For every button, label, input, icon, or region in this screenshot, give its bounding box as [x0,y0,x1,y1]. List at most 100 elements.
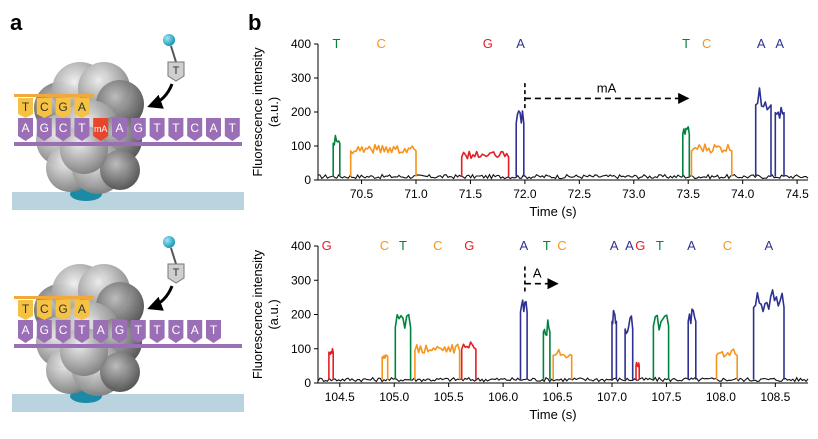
annotation-label: mA [597,80,617,95]
template-base-letter: C [59,323,68,337]
primer-base-letter: A [78,302,86,316]
y-axis-label: Fluorescence intensity [250,249,265,379]
x-tick-label: 73.0 [622,187,646,201]
pulse-C [414,343,461,380]
base-call-letter: G [464,238,474,253]
fluorophore-ball [163,34,175,46]
base-call-letter: G [483,36,493,51]
template-base-letter: A [115,121,123,135]
x-tick-label: 73.5 [677,187,701,201]
base-call-letter: A [519,238,528,253]
pulse-C [690,143,733,177]
base-call-letter: A [610,238,619,253]
primer-base-letter: C [40,302,49,316]
x-tick-label: 106.5 [543,390,573,404]
y-tick-label: 100 [291,342,311,356]
template-base-letter: C [190,121,199,135]
base-call-letter: A [687,238,696,253]
nucleotide-linker [170,247,177,265]
template-base-letter: T [78,121,86,135]
trace-plot-bottom: 0 100 200 300 400 104.5 105.0 105.5 106.0 106.5 10… [250,238,809,422]
annotation-label: A [533,266,542,281]
base-call-letter: C [433,238,442,253]
x-tick-label: 74.5 [785,187,809,201]
pulse-T [682,126,691,177]
polymerase-blob [100,150,140,190]
pulse-A [624,315,634,380]
x-axis-label: Time (s) [529,407,576,422]
primer-base-letter: T [22,100,30,114]
template-backbone [14,142,242,146]
base-call-letter: T [543,238,551,253]
base-call-letter: T [682,36,690,51]
template-base-letter: T [78,323,86,337]
incoming-nucleotide-letter: T [173,267,180,279]
template-base-letter: T [153,323,161,337]
x-tick-label: 70.5 [350,187,374,201]
nucleotide-linker [170,45,177,63]
pulse-T [542,319,551,380]
template-base-tile [206,320,221,343]
x-tick-label: 72.0 [513,187,537,201]
incoming-nucleotide-tile [167,263,185,284]
y-tick-label: 0 [304,376,311,390]
base-call-letter: C [376,36,385,51]
primer-base-tile [18,300,33,320]
template-base-tile [36,118,52,141]
template-base-letter: G [115,323,124,337]
base-call-letter: T [333,36,341,51]
template-base-letter: C [59,121,68,135]
primer-backbone [14,296,94,299]
primer-base-letter: T [22,302,30,316]
x-tick-label: 71.5 [459,187,483,201]
pulse-G [635,361,640,380]
pulse-T [332,134,341,177]
template-base-tile [130,118,146,141]
primer-base-letter: G [58,100,67,114]
template-base-tile [206,118,221,141]
template-base-tile [112,118,127,141]
template-base-tile [18,118,33,141]
y-tick-label: 200 [291,308,311,322]
panel-label-a: a [10,10,23,35]
pulse-T [652,314,670,380]
primer-base-tile [74,98,90,118]
template-base-letter: A [191,323,199,337]
pulse-G [328,348,334,380]
x-tick-label: 107.0 [597,390,627,404]
pulse-G [460,150,510,177]
x-tick-label: 108.5 [760,390,790,404]
y-axis-label-units: (a.u.) [266,97,281,127]
template-base-tile [112,320,127,343]
primer-base-letter: G [58,302,67,316]
polymerase-blob [100,352,140,392]
template-base-tile [74,118,90,141]
y-tick-label: 200 [291,105,311,119]
primer-base-letter: A [78,100,86,114]
baseline-trace [317,376,809,383]
primer-base-tile [55,98,71,118]
template-base-letter: T [172,121,180,135]
base-call-letter: G [635,238,645,253]
panel-label-b: b [248,10,261,35]
template-base-tile [187,320,203,343]
base-call-letter: T [656,238,664,253]
template-base-tile [55,320,71,343]
y-tick-label: 300 [291,71,311,85]
y-tick-label: 300 [291,273,311,287]
incorporation-arrow [147,83,174,109]
template-base-letter: A [209,121,217,135]
x-tick-label: 105.5 [434,390,464,404]
template-backbone [14,344,242,348]
pulse-A [611,309,618,380]
modified-base-tile [93,118,109,141]
y-tick-label: 400 [291,239,311,253]
template-base-tile [168,118,184,141]
base-call-letter: C [557,238,566,253]
pulse-C [349,143,417,177]
template-base-letter: A [21,121,29,135]
primer-base-tile [55,300,71,320]
x-tick-label: 105.0 [379,390,409,404]
base-call-letter: C [723,238,732,253]
